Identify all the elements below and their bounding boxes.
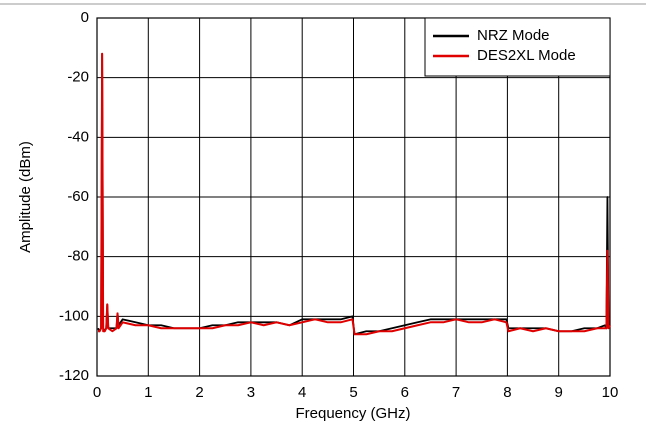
x-tick-label: 0 xyxy=(93,384,101,401)
legend-label: DES2XL Mode xyxy=(477,47,576,64)
x-tick-label: 6 xyxy=(401,384,409,401)
legend-label: NRZ Mode xyxy=(477,27,550,44)
y-tick-label: -80 xyxy=(67,248,89,265)
y-tick-label: 0 xyxy=(81,9,89,26)
x-tick-label: 1 xyxy=(144,384,152,401)
x-tick-label: 5 xyxy=(349,384,357,401)
x-tick-label: 4 xyxy=(298,384,306,401)
y-tick-label: -20 xyxy=(67,69,89,86)
legend-box xyxy=(424,17,611,77)
x-axis-label: Frequency (GHz) xyxy=(295,405,410,422)
x-tick-label: 8 xyxy=(503,384,511,401)
y-axis-label: Amplitude (dBm) xyxy=(17,141,34,253)
y-tick-label: -40 xyxy=(67,128,89,145)
y-tick-label: -60 xyxy=(67,188,89,205)
x-tick-label: 7 xyxy=(452,384,460,401)
x-tick-label: 3 xyxy=(247,384,255,401)
y-tick-label: -100 xyxy=(59,307,89,324)
y-tick-label: -120 xyxy=(59,367,89,384)
x-tick-label: 9 xyxy=(555,384,563,401)
x-tick-label: 2 xyxy=(195,384,203,401)
plot-frame xyxy=(96,17,611,377)
x-tick-label: 10 xyxy=(602,384,619,401)
series-line xyxy=(98,52,611,336)
series-line xyxy=(97,52,610,336)
